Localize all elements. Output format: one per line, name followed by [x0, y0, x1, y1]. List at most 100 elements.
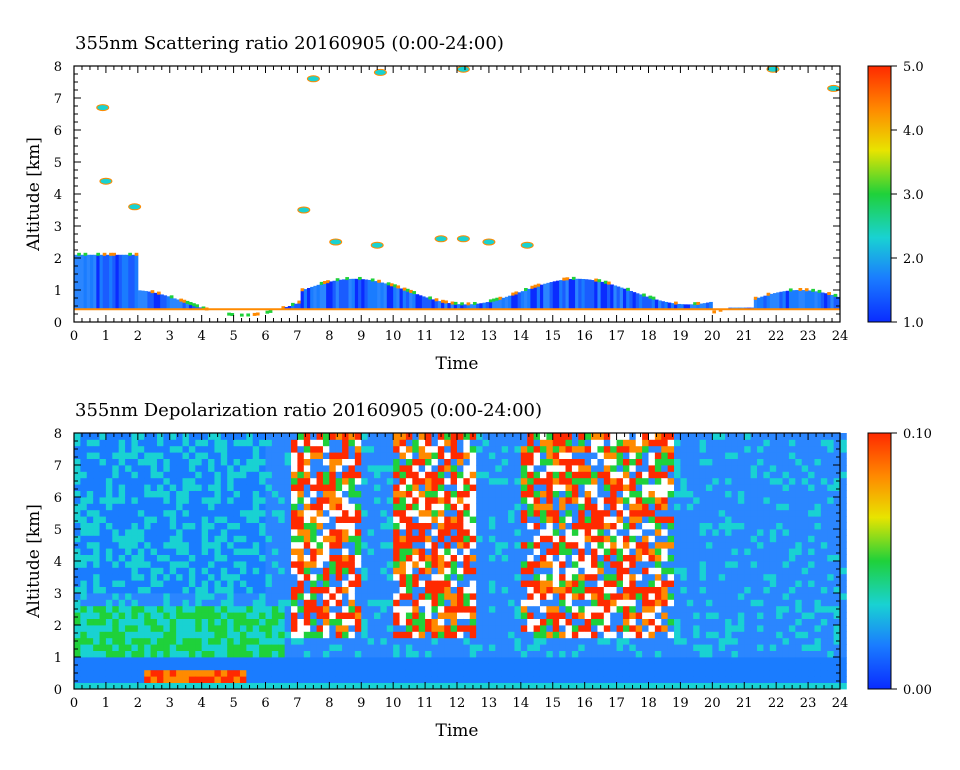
depolarization-cell — [565, 445, 573, 453]
depolarization-cell — [418, 548, 426, 555]
depolarization-cell — [712, 465, 720, 472]
depolarization-cell — [335, 497, 343, 504]
depolarization-cell — [457, 586, 464, 594]
depolarization-cell — [495, 644, 503, 651]
depolarization-cell — [348, 618, 356, 626]
depolarization-cell — [629, 465, 637, 472]
depolarization-cell — [118, 529, 126, 536]
depolarization-cell — [367, 663, 375, 671]
depolarization-cell — [571, 477, 579, 485]
depolarization-cell — [297, 465, 305, 472]
depolarization-cell — [150, 509, 158, 517]
depolarization-cell — [731, 548, 739, 555]
scattering-layer-cell — [830, 294, 835, 310]
depolarization-cell — [380, 516, 388, 523]
depolarization-cell — [335, 676, 343, 683]
depolarization-cell — [220, 580, 228, 587]
depolarization-cell — [591, 657, 598, 664]
depolarization-cell — [214, 490, 222, 498]
depolarization-cell — [737, 503, 745, 511]
depolarization-cell — [291, 663, 298, 671]
depolarization-cell — [361, 573, 369, 581]
scattering-layer-cell — [291, 304, 295, 310]
depolarization-cell — [86, 535, 94, 543]
depolarization-cell — [533, 452, 541, 459]
depolarization-cell — [271, 657, 279, 664]
depolarization-cell — [227, 516, 234, 523]
depolarization-cell — [750, 529, 758, 536]
depolarization-cell — [463, 625, 471, 632]
depolarization-cell — [399, 497, 407, 504]
depolarization-cell — [99, 490, 107, 498]
scattering-layer-edge — [227, 312, 231, 316]
depolarization-cell — [476, 618, 483, 626]
depolarization-cell — [463, 561, 471, 568]
depolarization-cell — [214, 497, 222, 504]
depolarization-cell — [156, 458, 164, 466]
depolarization-cell — [93, 471, 100, 479]
depolarization-cell — [705, 465, 713, 472]
depolarization-cell — [137, 497, 145, 504]
depolarization-cell — [188, 522, 196, 530]
depolarization-cell — [482, 586, 490, 594]
depolarization-cell — [271, 433, 279, 440]
depolarization-cell — [278, 554, 286, 562]
depolarization-cell — [757, 676, 764, 683]
depolarization-cell — [380, 676, 388, 683]
depolarization-cell — [731, 561, 739, 568]
depolarization-cell — [112, 497, 120, 504]
depolarization-cell — [303, 490, 311, 498]
depolarization-cell — [265, 605, 273, 613]
depolarization-cell — [654, 561, 662, 568]
depolarization-cell — [476, 458, 483, 466]
depolarization-cell — [635, 529, 643, 536]
depolarization-cell — [220, 497, 228, 504]
depolarization-cell — [680, 593, 688, 600]
depolarization-cell — [603, 490, 611, 498]
depolarization-cell — [635, 644, 643, 651]
depolarization-cell — [654, 541, 662, 549]
depolarization-cell — [220, 650, 228, 658]
depolarization-cell — [393, 605, 400, 613]
depolarization-cell — [188, 567, 196, 575]
depolarization-cell — [182, 516, 190, 523]
depolarization-cell — [603, 503, 611, 511]
depolarization-cell — [252, 477, 260, 485]
depolarization-cell — [744, 631, 752, 639]
depolarization-cell — [495, 458, 503, 466]
depolarization-cell — [252, 452, 260, 459]
scattering-layer-edge — [460, 302, 464, 306]
depolarization-cell — [712, 612, 720, 619]
depolarization-cell — [335, 509, 343, 517]
depolarization-cell — [680, 516, 688, 523]
scattering-layer-cell — [179, 300, 184, 310]
depolarization-cell — [163, 516, 171, 523]
depolarization-cell — [418, 490, 426, 498]
depolarization-cell — [208, 477, 215, 485]
depolarization-cell — [93, 548, 100, 555]
depolarization-cell — [418, 669, 426, 677]
depolarization-cell — [227, 452, 234, 459]
depolarization-cell — [501, 452, 509, 459]
scattering-x-ticks: 0 1 2 3 4 5 6 7 8 9 10 11 12 13 14 15 16 17 18 19 20 21 22 23 24 — [70, 66, 848, 344]
depolarization-cell — [265, 676, 273, 683]
depolarization-cell — [105, 439, 113, 447]
depolarization-cell — [501, 458, 509, 466]
depolarization-cell — [412, 445, 420, 453]
depolarization-cell — [233, 548, 241, 555]
depolarization-cell — [310, 497, 317, 504]
depolarization-cell — [508, 471, 515, 479]
depolarization-cell — [680, 650, 688, 658]
depolarization-cell — [686, 445, 694, 453]
depolarization-cell — [195, 612, 203, 619]
depolarization-cell — [488, 458, 496, 466]
scattering-layer-edge — [472, 301, 477, 305]
depolarization-cell — [322, 631, 330, 639]
depolarization-cell — [227, 497, 234, 504]
depolarization-cell — [654, 567, 662, 575]
depolarization-cell — [310, 490, 317, 498]
depolarization-cell — [552, 657, 560, 664]
depolarization-cell — [591, 663, 598, 671]
scattering-layer-cell — [96, 254, 101, 310]
depolarization-cell — [239, 593, 247, 600]
